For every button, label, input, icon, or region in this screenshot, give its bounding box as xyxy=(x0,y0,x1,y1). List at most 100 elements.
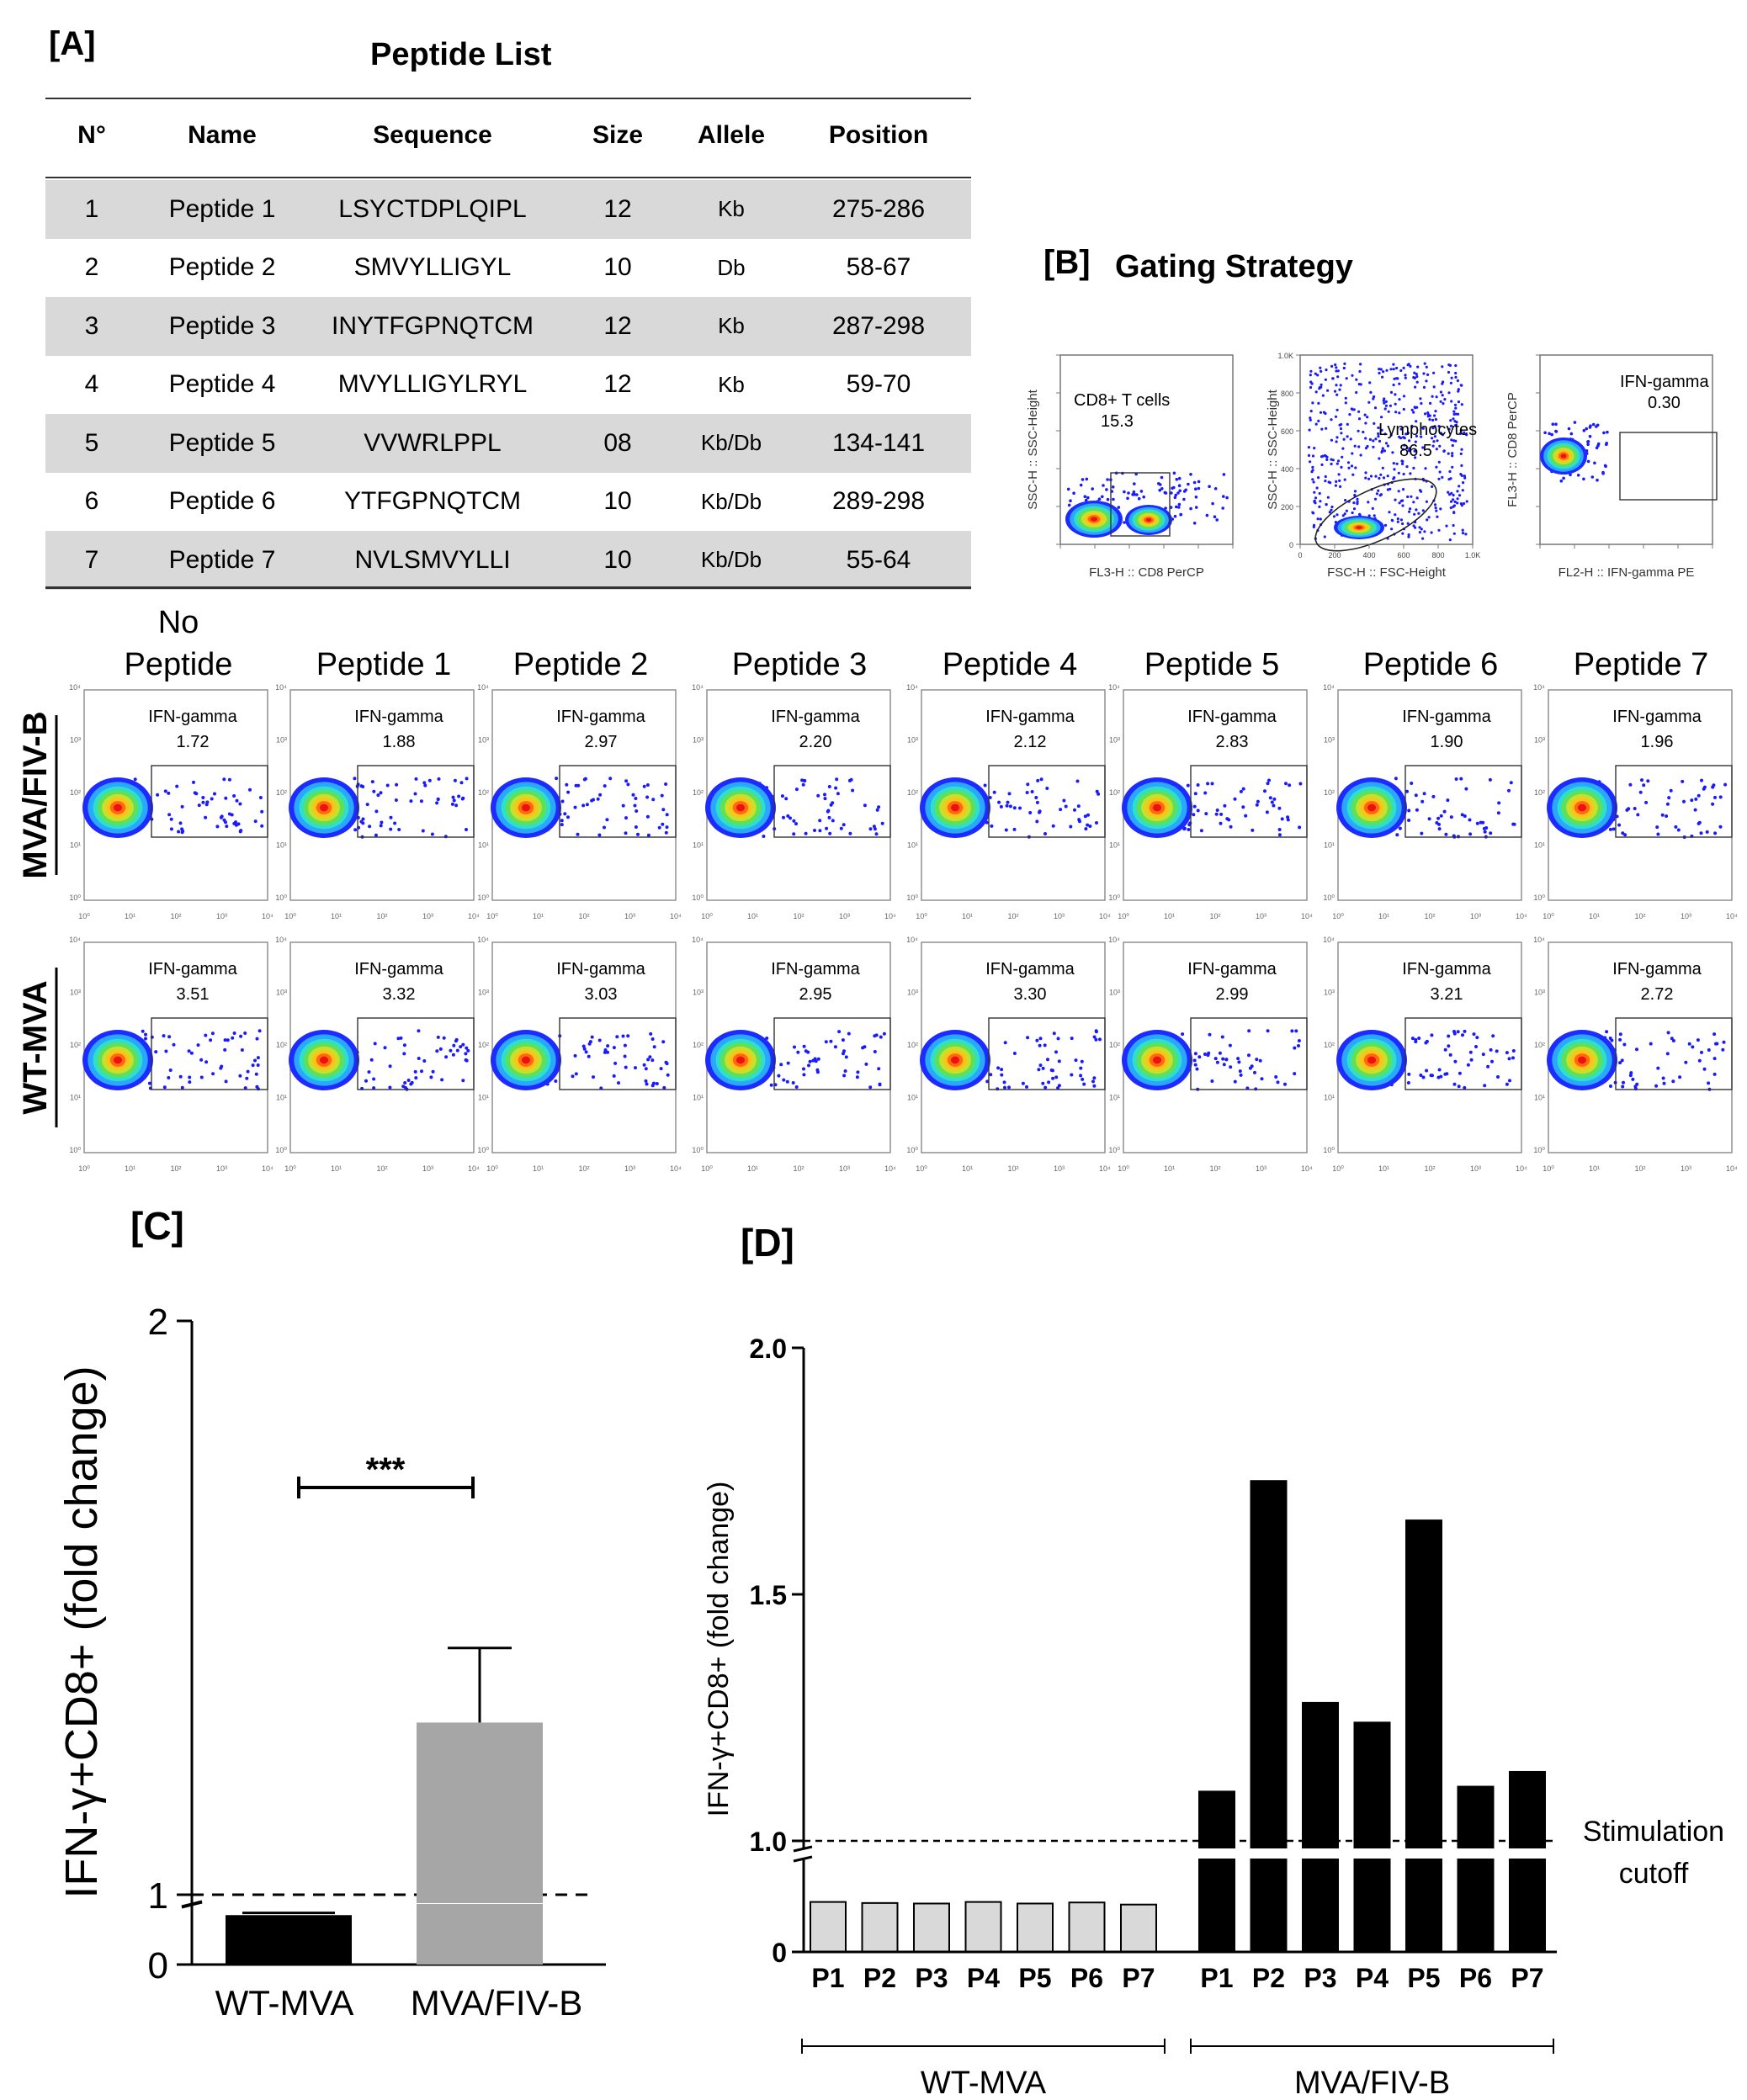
y-tick-label: 2 xyxy=(148,1302,168,1343)
event-dot xyxy=(590,1035,594,1039)
gate-name: IFN-gamma xyxy=(771,960,860,978)
event-dot xyxy=(1452,493,1455,497)
event-dot xyxy=(465,828,468,831)
event-dot xyxy=(1468,818,1472,822)
row-label: MVA/FIV-B xyxy=(17,711,54,878)
x-tick-label: 10² xyxy=(170,1164,181,1173)
event-dot xyxy=(1407,363,1410,366)
event-dot xyxy=(584,1050,588,1054)
event-dot xyxy=(1408,447,1412,450)
event-dot xyxy=(1324,378,1327,381)
event-dot xyxy=(1497,801,1501,805)
event-dot xyxy=(1452,532,1456,535)
event-dot xyxy=(1453,403,1458,406)
x-tick-label: 10³ xyxy=(1054,1164,1065,1173)
event-dot xyxy=(1335,440,1338,443)
bar-mva-fiv-b-lower xyxy=(417,1904,543,1965)
y-tick-label: 10⁰ xyxy=(906,1146,918,1154)
event-dot xyxy=(167,813,172,817)
y-tick-label: 10⁴ xyxy=(906,936,918,944)
event-dot xyxy=(1007,1085,1011,1090)
event-dot xyxy=(1386,475,1389,478)
event-dot xyxy=(199,1058,204,1062)
gate-box xyxy=(1615,1017,1733,1090)
event-dot xyxy=(1345,509,1348,512)
event-dot xyxy=(223,1047,227,1052)
event-dot xyxy=(1399,369,1403,373)
event-dot xyxy=(1394,498,1397,501)
event-dot xyxy=(1277,806,1282,810)
event-dot xyxy=(1247,1053,1251,1058)
event-dot xyxy=(789,816,792,820)
event-dot xyxy=(634,1066,637,1070)
event-dot xyxy=(1255,1058,1259,1062)
event-dot xyxy=(1309,369,1313,373)
x-tick-label: 10² xyxy=(1634,912,1645,920)
event-dot xyxy=(1447,1044,1451,1048)
event-dot xyxy=(872,825,876,829)
y-tick-label: 10⁰ xyxy=(69,1146,81,1154)
panel-c-label: [C] xyxy=(130,1204,184,1248)
event-dot xyxy=(818,819,822,823)
event-dot xyxy=(1330,462,1333,466)
event-dot xyxy=(1395,366,1399,370)
y-tick-label: 10³ xyxy=(907,736,918,745)
x-tick-label: 10³ xyxy=(839,912,850,920)
event-dot xyxy=(1003,1041,1007,1045)
event-dot xyxy=(169,827,173,831)
event-dot xyxy=(1086,496,1090,500)
event-dot xyxy=(612,1074,616,1078)
x-tick-label: 10² xyxy=(376,912,387,920)
x-tick-label: 10¹ xyxy=(1378,1164,1389,1173)
event-dot xyxy=(1452,1030,1456,1033)
x-tick-label: 10⁰ xyxy=(916,1164,927,1173)
event-dot xyxy=(1606,430,1609,434)
event-dot xyxy=(1428,418,1431,422)
event-dot xyxy=(209,1038,213,1042)
y-tick-label: 10⁴ xyxy=(1108,683,1120,692)
event-dot xyxy=(1036,778,1040,782)
event-dot xyxy=(1321,394,1325,397)
y-axis-label: IFN-γ+CD8+ (fold change) xyxy=(703,1482,735,1817)
event-dot xyxy=(1117,506,1121,509)
x-tick-label: 1.0K xyxy=(1465,551,1481,559)
event-dot xyxy=(255,1037,259,1041)
event-dot xyxy=(1398,382,1401,385)
event-dot xyxy=(1461,532,1465,535)
event-dot xyxy=(1331,377,1335,380)
event-dot xyxy=(1054,1075,1059,1079)
density-ring xyxy=(1577,803,1587,812)
x-tick-label: 10² xyxy=(1424,912,1435,920)
event-dot xyxy=(1325,458,1329,461)
event-dot xyxy=(1656,832,1660,836)
event-dot xyxy=(1392,383,1395,387)
cell-position: 59-70 xyxy=(846,370,911,399)
event-dot xyxy=(989,1073,993,1077)
event-dot xyxy=(997,800,1001,804)
event-dot xyxy=(1000,1068,1004,1072)
event-dot xyxy=(437,777,441,781)
y-tick-label: 10⁴ xyxy=(1533,683,1545,692)
event-dot xyxy=(1367,514,1371,517)
event-dot xyxy=(1511,1056,1515,1060)
event-dot xyxy=(1173,496,1177,500)
event-dot xyxy=(1407,535,1410,538)
event-dot xyxy=(576,783,581,788)
event-dot xyxy=(1311,401,1314,405)
event-dot xyxy=(435,801,439,805)
event-dot xyxy=(1483,1084,1487,1088)
event-dot xyxy=(1424,1041,1428,1045)
y-tick-label: 10¹ xyxy=(1324,1094,1335,1102)
event-dot xyxy=(1700,778,1703,782)
event-dot xyxy=(1070,1073,1074,1077)
event-dot xyxy=(1357,429,1360,432)
event-dot xyxy=(1401,504,1405,507)
event-dot xyxy=(144,1032,147,1037)
event-dot xyxy=(1142,495,1145,499)
event-dot xyxy=(801,782,805,787)
x-tick-label: 10⁰ xyxy=(1543,1164,1554,1173)
event-dot xyxy=(1318,387,1321,390)
x-tick-label: 600 xyxy=(1397,551,1410,559)
event-dot xyxy=(1425,365,1428,369)
